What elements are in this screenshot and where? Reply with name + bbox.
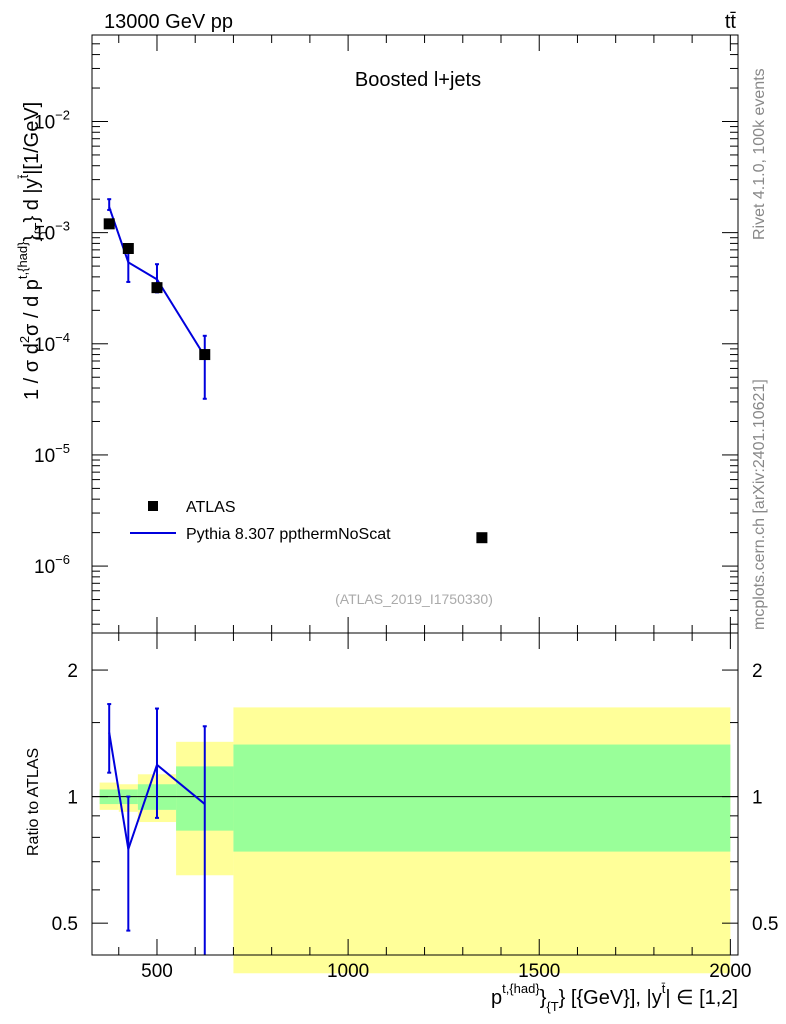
ratio-y-tick-label-left: 0.5 (52, 914, 78, 935)
atlas-data-point (103, 218, 115, 230)
legend: ATLAS Pythia 8.307 ppthermNoScat (130, 499, 391, 543)
ratio-y-tick-label-right: 2 (752, 661, 763, 682)
analysis-tag: (ATLAS_2019_I1750330) (335, 591, 493, 607)
header-collision-label: 13000 GeV pp (104, 11, 233, 33)
main-y-axis-label: 1 / σ d2σ / d pt,{had}}{T} d |yt̄|[1/GeV… (15, 102, 47, 400)
pythia-line (108, 206, 206, 357)
atlas-data-point (151, 282, 163, 294)
x-tick-label: 1000 (327, 961, 369, 982)
ratio-plot-frame (91, 632, 739, 956)
main-y-tick-label: 10−5 (34, 441, 70, 467)
ratio-y-tick-label-left: 1 (67, 788, 78, 809)
ratio-y-axis-label: Ratio to ATLAS (25, 748, 42, 856)
main-y-tick-label: 10−3 (34, 219, 70, 245)
ratio-y-tick-label-right: 1 (752, 788, 763, 809)
main-y-tick-label: 10−6 (34, 552, 70, 578)
ratio-panel: 0.5 0.5 1 1 2 2 500 1000 1500 2000 Ratio to ATLAS… (25, 632, 778, 1014)
rivet-version-label: Rivet 4.1.0, 100k events (751, 68, 768, 240)
ratio-y-tick-label-right: 0.5 (752, 914, 778, 935)
main-plot-frame (91, 34, 739, 634)
x-tick-label: 500 (141, 961, 173, 982)
header-process-label: tt̄ (725, 11, 737, 33)
ratio-band-green (233, 744, 731, 852)
x-axis-label: pt,{had}}{T} [{GeV}], |yt̄| ∈ [1,2] (491, 981, 738, 1014)
ratio-line (108, 732, 206, 850)
legend-label-atlas: ATLAS (186, 499, 236, 516)
ratio-y-tick-label-left: 2 (67, 661, 78, 682)
main-y-tick-label: 10−2 (34, 107, 70, 133)
atlas-data-point (476, 532, 488, 544)
main-panel: 10−2 10−3 10−4 10−5 10−6 Boosted l+jets (ATL… (15, 34, 739, 634)
x-tick-label: 2000 (709, 961, 751, 982)
legend-label-pythia: Pythia 8.307 ppthermNoScat (186, 526, 391, 543)
main-y-tick-label: 10−4 (34, 330, 70, 356)
mcplots-source-label: mcplots.cern.ch [arXiv:2401.10621] (751, 379, 768, 630)
legend-marker-atlas (148, 501, 158, 511)
x-tick-label: 1500 (518, 961, 560, 982)
atlas-data-point (122, 242, 134, 254)
atlas-data-point (199, 349, 211, 361)
main-plot-title: Boosted l+jets (355, 69, 481, 91)
